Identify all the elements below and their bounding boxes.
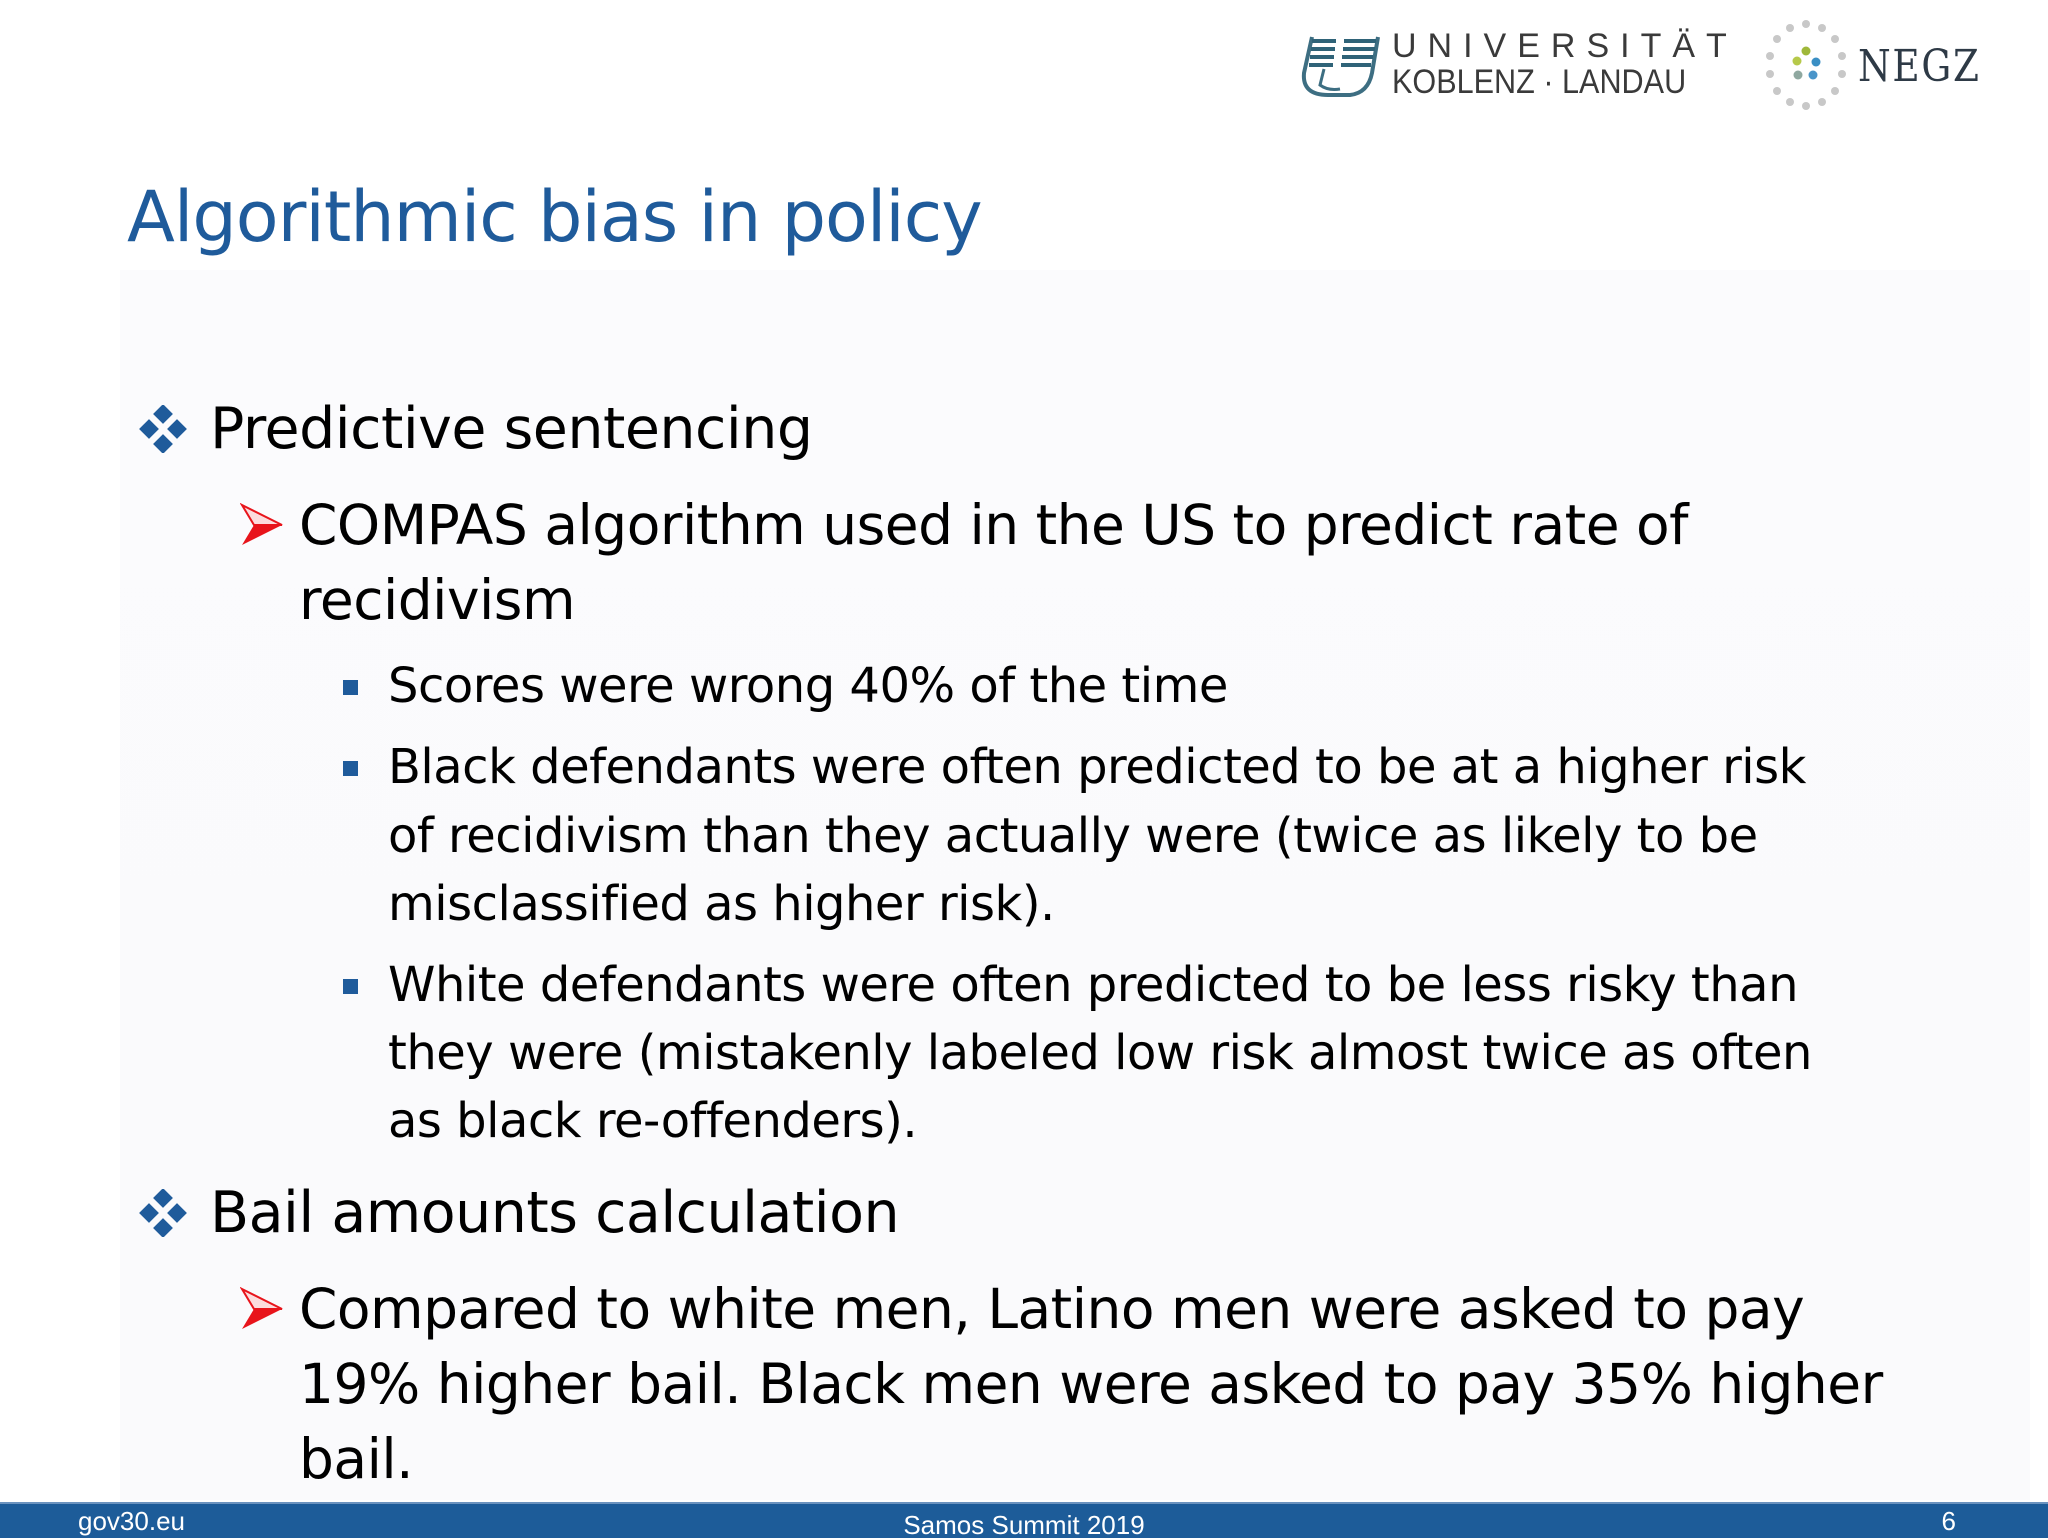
subpoint-black-defendants-line3: misclassified as higher risk). xyxy=(388,876,1055,932)
point-bail-line2: 19% higher bail. Black men were asked to… xyxy=(299,1352,1883,1416)
red-arrowhead-icon xyxy=(240,1287,283,1329)
section-heading-bail-amounts: Bail amounts calculation xyxy=(210,1180,900,1246)
slide-footer: gov30.eu Samos Summit 2019 6 xyxy=(0,1502,2048,1540)
negz-logo: NEGZ xyxy=(1758,16,2002,116)
universitaet-koblenz-landau-logo: UNIVERSITÄT KOBLENZ · LANDAU xyxy=(1298,26,1738,102)
square-icon xyxy=(343,979,358,994)
point-compas-line2: recidivism xyxy=(299,568,576,632)
subpoint-white-defendants-line3: as black re-offenders). xyxy=(388,1093,918,1149)
section-heading-predictive-sentencing: Predictive sentencing xyxy=(210,396,813,462)
subpoint-scores-line1: Scores were wrong 40% of the time xyxy=(388,658,1228,714)
footer-website: gov30.eu xyxy=(78,1506,185,1536)
point-compas-line1: COMPAS algorithm used in the US to predi… xyxy=(299,493,1689,557)
negz-dot-circle-icon xyxy=(1766,20,1846,110)
point-bail-line1: Compared to white men, Latino men were a… xyxy=(299,1277,1805,1341)
red-arrowhead-icon xyxy=(240,503,283,545)
diamond-cluster-icon xyxy=(139,1189,187,1237)
university-name-line2: KOBLENZ · LANDAU xyxy=(1392,63,1687,101)
subpoint-black-defendants-line2: of recidivism than they actually were (t… xyxy=(388,808,1758,864)
slide-title: Algorithmic bias in policy xyxy=(127,176,983,258)
square-icon xyxy=(343,761,358,776)
point-bail-line3: bail. xyxy=(299,1427,414,1491)
diamond-cluster-icon xyxy=(139,405,187,453)
university-emblem-icon xyxy=(1301,36,1380,97)
subpoint-black-defendants-line1: Black defendants were often predicted to… xyxy=(388,739,1806,795)
subpoint-white-defendants-line2: they were (mistakenly labeled low risk a… xyxy=(388,1025,1812,1081)
slide-background xyxy=(120,270,2030,1500)
footer-page-number: 6 xyxy=(1941,1506,1956,1536)
subpoint-white-defendants-line1: White defendants were often predicted to… xyxy=(388,957,1798,1013)
university-name-line1: UNIVERSITÄT xyxy=(1392,27,1738,65)
negz-wordmark: NEGZ xyxy=(1858,40,1981,92)
footer-event-name: Samos Summit 2019 xyxy=(903,1510,1145,1540)
square-icon xyxy=(343,680,358,695)
